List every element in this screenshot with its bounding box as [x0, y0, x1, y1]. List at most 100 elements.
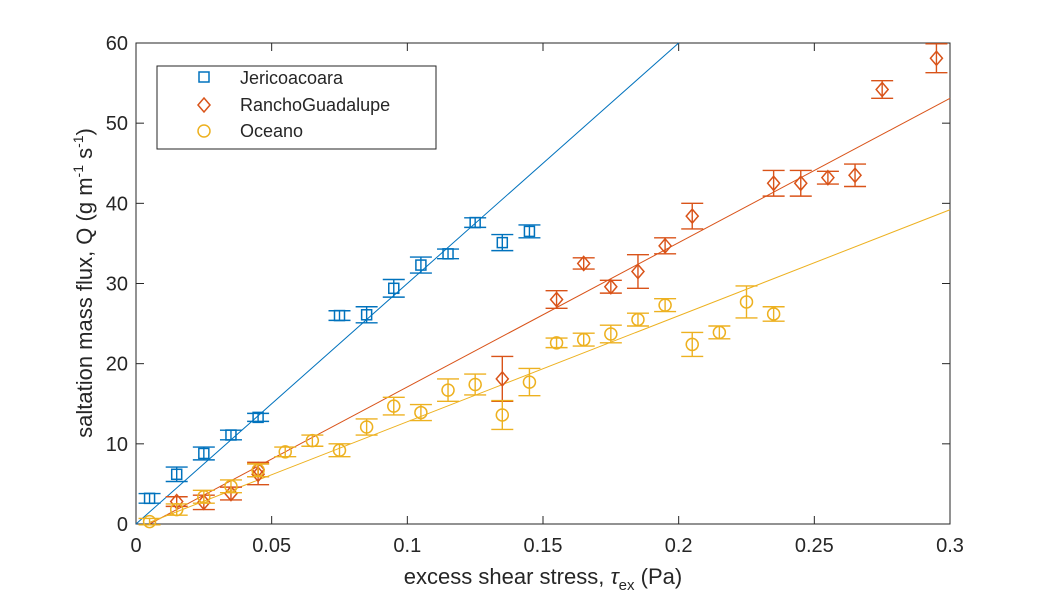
legend-marker-ranchoguadalupe [197, 96, 211, 114]
data-point-jericoacoara [415, 259, 427, 271]
error-bar [518, 367, 541, 397]
x-axis-title-prefix: excess shear stress, [404, 564, 611, 589]
data-point-jericoacoara [198, 447, 210, 460]
x-tick-label: 0.05 [252, 535, 291, 557]
error-bar [681, 331, 704, 358]
data-point-oceano [685, 337, 699, 352]
y-tick-label: 30 [106, 274, 128, 296]
data-point-ranchoguadalupe [495, 370, 510, 388]
data-point-ranchoguadalupe [576, 255, 591, 272]
error-bar [572, 257, 595, 270]
data-point-ranchoguadalupe [685, 208, 700, 225]
data-point-oceano [495, 408, 510, 422]
error-bar [491, 399, 514, 431]
series-layer [138, 43, 948, 529]
series-oceano [138, 285, 785, 529]
x-axis-title-symbol: τ [610, 564, 620, 589]
data-point-ranchoguadalupe [549, 291, 564, 308]
error-bar [925, 43, 948, 74]
data-point-oceano [549, 336, 564, 350]
y-axis-title-prefix: saltation mass flux, Q (g m [72, 177, 97, 437]
data-point-oceano [441, 383, 455, 397]
data-point-jericoacoara [496, 236, 509, 249]
data-point-jericoacoara [523, 225, 536, 238]
data-point-oceano [305, 433, 320, 448]
data-point-jericoacoara [388, 282, 400, 295]
data-point-oceano [169, 502, 184, 517]
data-point-oceano [251, 463, 265, 478]
data-point-oceano [739, 295, 754, 309]
data-point-oceano [387, 399, 401, 413]
data-point-jericoacoara [333, 309, 346, 322]
data-point-ranchoguadalupe [196, 494, 211, 511]
data-point-oceano [712, 325, 727, 340]
x-tick-label: 0.25 [795, 535, 834, 557]
data-point-oceano [631, 312, 645, 327]
data-point-jericoacoara [469, 216, 481, 229]
series-jericoacoara [138, 216, 541, 505]
error-bar [464, 373, 487, 396]
data-point-ranchoguadalupe [848, 167, 863, 184]
data-point-ranchoguadalupe [630, 263, 645, 280]
error-bar [681, 202, 704, 230]
data-point-oceano [468, 377, 482, 392]
error-bar [762, 169, 785, 197]
data-point-oceano [332, 443, 347, 457]
y-tick-label: 50 [106, 113, 128, 135]
error-bar [545, 337, 568, 349]
y-axis-title-mid: s [72, 148, 97, 165]
data-point-ranchoguadalupe [603, 278, 618, 295]
data-point-oceano [359, 420, 374, 434]
data-point-jericoacoara [442, 248, 454, 260]
data-point-ranchoguadalupe [929, 50, 944, 67]
data-point-oceano [142, 514, 157, 529]
y-tick-label: 40 [106, 193, 128, 215]
error-bar [762, 306, 785, 322]
error-bar [274, 446, 297, 458]
error-bar [735, 285, 758, 319]
legend-label-jericoacoara: Jericoacoara [240, 68, 344, 88]
x-axis-title-suffix: (Pa) [635, 564, 683, 589]
data-point-oceano [766, 307, 781, 321]
data-point-jericoacoara [225, 429, 237, 441]
y-axis-title: saltation mass flux, Q (g m-1 s-1) [70, 128, 97, 438]
axis-ticks: 0 0.05 0.1 0.15 0.2 0.25 0.3 0 10 20 30 40 50 60 [106, 33, 964, 557]
legend-marker-jericoacoara [198, 71, 210, 83]
legend-box [156, 65, 437, 150]
fit-line-oceano [149, 209, 951, 523]
x-axis-title: excess shear stress, τex (Pa) [404, 564, 682, 594]
data-point-ranchoguadalupe [766, 175, 781, 192]
data-point-jericoacoara [252, 411, 264, 424]
x-tick-label: 0 [130, 535, 141, 557]
data-point-oceano [278, 445, 292, 459]
error-bar [626, 253, 649, 290]
data-point-ranchoguadalupe [658, 237, 673, 254]
error-bar [789, 169, 812, 197]
error-bar [138, 517, 161, 526]
error-bar [437, 378, 460, 403]
fit-line-ranchoguadalupe [149, 97, 951, 525]
fit-lines [135, 42, 951, 525]
data-point-oceano [197, 489, 211, 504]
data-point-oceano [658, 298, 672, 312]
error-bar [382, 278, 405, 298]
x-axis-title-subscript: ex [619, 577, 635, 594]
fit-line-jericoacoara [135, 42, 679, 525]
x-tick-label: 0.1 [393, 535, 421, 557]
legend-label-ranchoguadalupe: RanchoGuadalupe [240, 95, 390, 115]
data-point-ranchoguadalupe [820, 169, 835, 186]
legend-marker-oceano [197, 124, 211, 138]
data-point-jericoacoara [170, 468, 183, 481]
y-axis-title-suffix: ) [72, 128, 97, 135]
data-point-ranchoguadalupe [793, 175, 808, 192]
data-point-oceano [604, 327, 618, 341]
data-point-oceano [576, 332, 591, 347]
data-point-jericoacoara [143, 492, 156, 505]
y-axis-title-sup2: -1 [70, 135, 86, 148]
error-bar [247, 412, 270, 423]
data-point-jericoacoara [360, 309, 373, 321]
x-tick-label: 0.2 [665, 535, 693, 557]
data-point-ranchoguadalupe [875, 81, 890, 98]
x-tick-label: 0.15 [524, 535, 563, 557]
